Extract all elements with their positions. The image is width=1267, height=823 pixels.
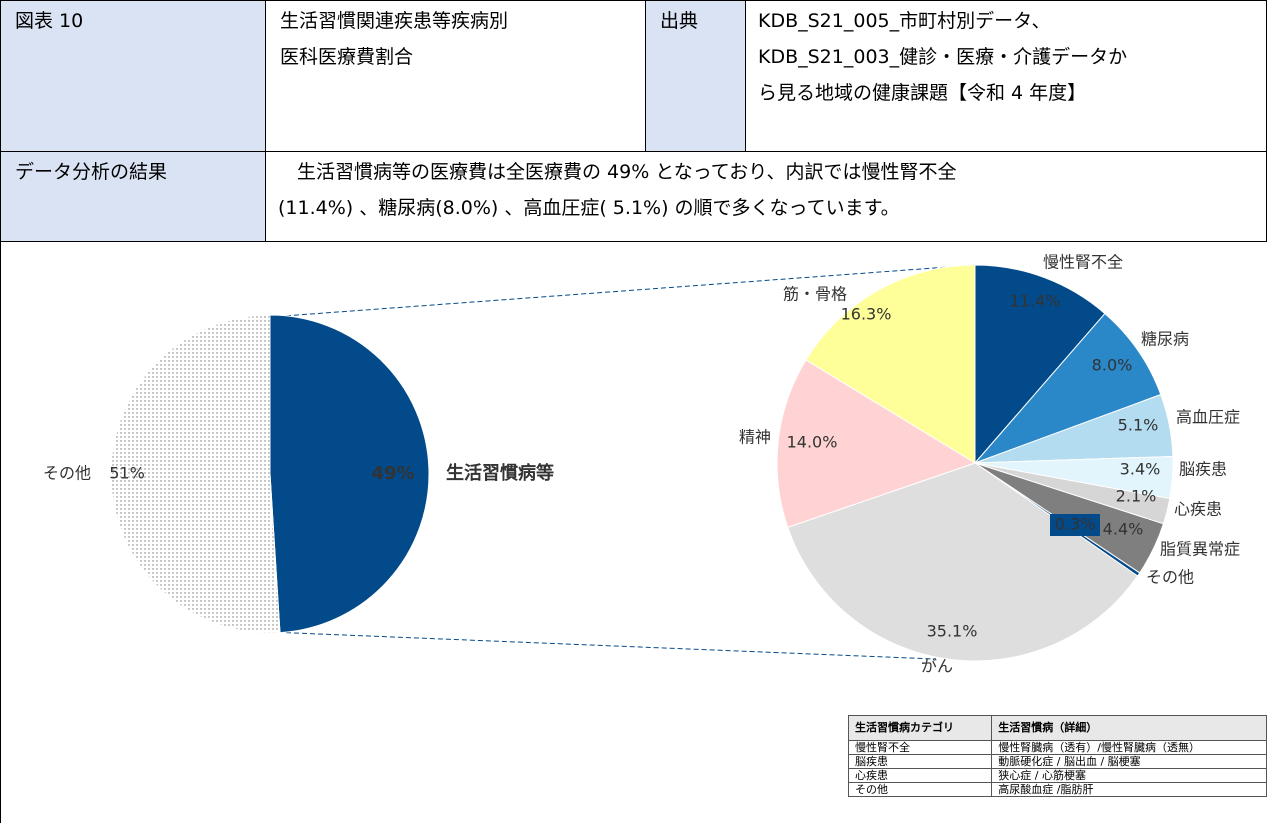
legend-cell: 狭心症 / 心筋梗塞 — [991, 768, 1267, 783]
legend-table: 生活習慣病カテゴリ 生活習慣病（詳細） 慢性腎不全 慢性腎臓病（透有）/慢性腎臓病（透… — [847, 715, 1267, 797]
data-label: 35.1% — [927, 622, 978, 641]
source-label-cell: 出典 — [645, 0, 746, 152]
title-line: 生活習慣関連疾患等疾病別 — [280, 10, 509, 32]
source-line: KDB_S21_005_市町村別データ、 — [758, 10, 1051, 32]
legend-cell: 高尿酸血症 /脂肪肝 — [991, 782, 1267, 797]
data-label: 8.0% — [1092, 356, 1133, 375]
legend-header: 生活習慣病カテゴリ — [847, 715, 993, 741]
category-label: 高血圧症 — [1176, 408, 1240, 427]
category-label: 心疾患 — [1174, 500, 1222, 519]
category-label: 精神 — [739, 428, 771, 447]
data-label: 11.4% — [1010, 292, 1061, 311]
pie-slice — [110, 314, 281, 634]
data-label: 14.0% — [787, 433, 838, 452]
legend-header: 生活習慣病（詳細） — [991, 715, 1267, 741]
category-label: 慢性腎不全 — [1043, 253, 1123, 272]
pie-slice — [805, 264, 976, 464]
source-label: 出典 — [660, 10, 699, 32]
source-line: KDB_S21_003_健診・医療・介護データか — [758, 46, 1128, 68]
category-label: 糖尿病 — [1141, 330, 1189, 349]
data-label: 4.4% — [1103, 520, 1144, 539]
summary-label: データ分析の結果 — [15, 161, 168, 183]
pie-slice — [269, 314, 430, 634]
legend-cell: その他 — [847, 782, 993, 797]
summary-line: (11.4%) 、糖尿病(8.0%) 、高血圧症( 5.1%) の順で多くなって… — [278, 197, 900, 219]
data-label: 2.1% — [1116, 487, 1157, 506]
legend-cell: 脳疾患 — [847, 754, 993, 769]
connector — [269, 631, 936, 660]
data-label: 51% — [109, 464, 145, 483]
source-line: ら見る地域の健康課題【令和 4 年度】 — [758, 82, 1087, 104]
legend-row: その他 高尿酸血症 /脂肪肝 — [847, 782, 1267, 797]
summary-cell: 生活習慣病等の医療費は全医療費の 49% となっており、内訳では慢性腎不全 (11… — [265, 151, 1267, 242]
pie-slice — [776, 359, 977, 529]
category-label: 生活習慣病等 — [446, 462, 554, 484]
summary-line: 生活習慣病等の医療費は全医療費の 49% となっており、内訳では慢性腎不全 — [278, 161, 957, 183]
pie-slice — [787, 462, 1139, 662]
legend-row: 慢性腎不全 慢性腎臓病（透有）/慢性腎臓病（透無） — [847, 740, 1267, 755]
legend-cell: 慢性腎臓病（透有）/慢性腎臓病（透無） — [991, 740, 1267, 755]
category-label: がん — [921, 657, 953, 676]
connector — [269, 264, 976, 318]
data-label: 3.4% — [1120, 460, 1161, 479]
summary-label-cell: データ分析の結果 — [0, 151, 266, 242]
category-label: その他 — [43, 464, 91, 483]
label-box — [1050, 514, 1100, 536]
category-label: 脂質異常症 — [1160, 540, 1240, 559]
chart-area — [0, 241, 1267, 823]
legend-cell: 慢性腎不全 — [847, 740, 993, 755]
pie-slice — [974, 264, 1106, 465]
legend-header-row: 生活習慣病カテゴリ 生活習慣病（詳細） — [847, 715, 1267, 741]
pie-slice — [974, 312, 1162, 464]
label-box — [1098, 519, 1148, 541]
legend-row: 心疾患 狭心症 / 心筋梗塞 — [847, 768, 1267, 783]
category-label: 脳疾患 — [1179, 460, 1227, 479]
legend-row: 脳疾患 動脈硬化症 / 脳出血 / 脳梗塞 — [847, 754, 1267, 769]
legend-cell: 動脈硬化症 / 脳出血 / 脳梗塞 — [991, 754, 1267, 769]
figure-label-cell: 図表 10 — [0, 0, 266, 152]
data-label: 49% — [371, 463, 414, 484]
data-label: 5.1% — [1118, 416, 1159, 435]
category-label: その他 — [1146, 568, 1194, 587]
data-label: 0.3% — [1055, 515, 1096, 534]
figure-label: 図表 10 — [15, 10, 84, 32]
title-line: 医科医療費割合 — [280, 46, 414, 68]
legend-cell: 心疾患 — [847, 768, 993, 783]
category-label: 筋・骨格 — [783, 285, 847, 304]
title-cell: 生活習慣関連疾患等疾病別 医科医療費割合 — [265, 0, 646, 152]
data-label: 16.3% — [841, 305, 892, 324]
